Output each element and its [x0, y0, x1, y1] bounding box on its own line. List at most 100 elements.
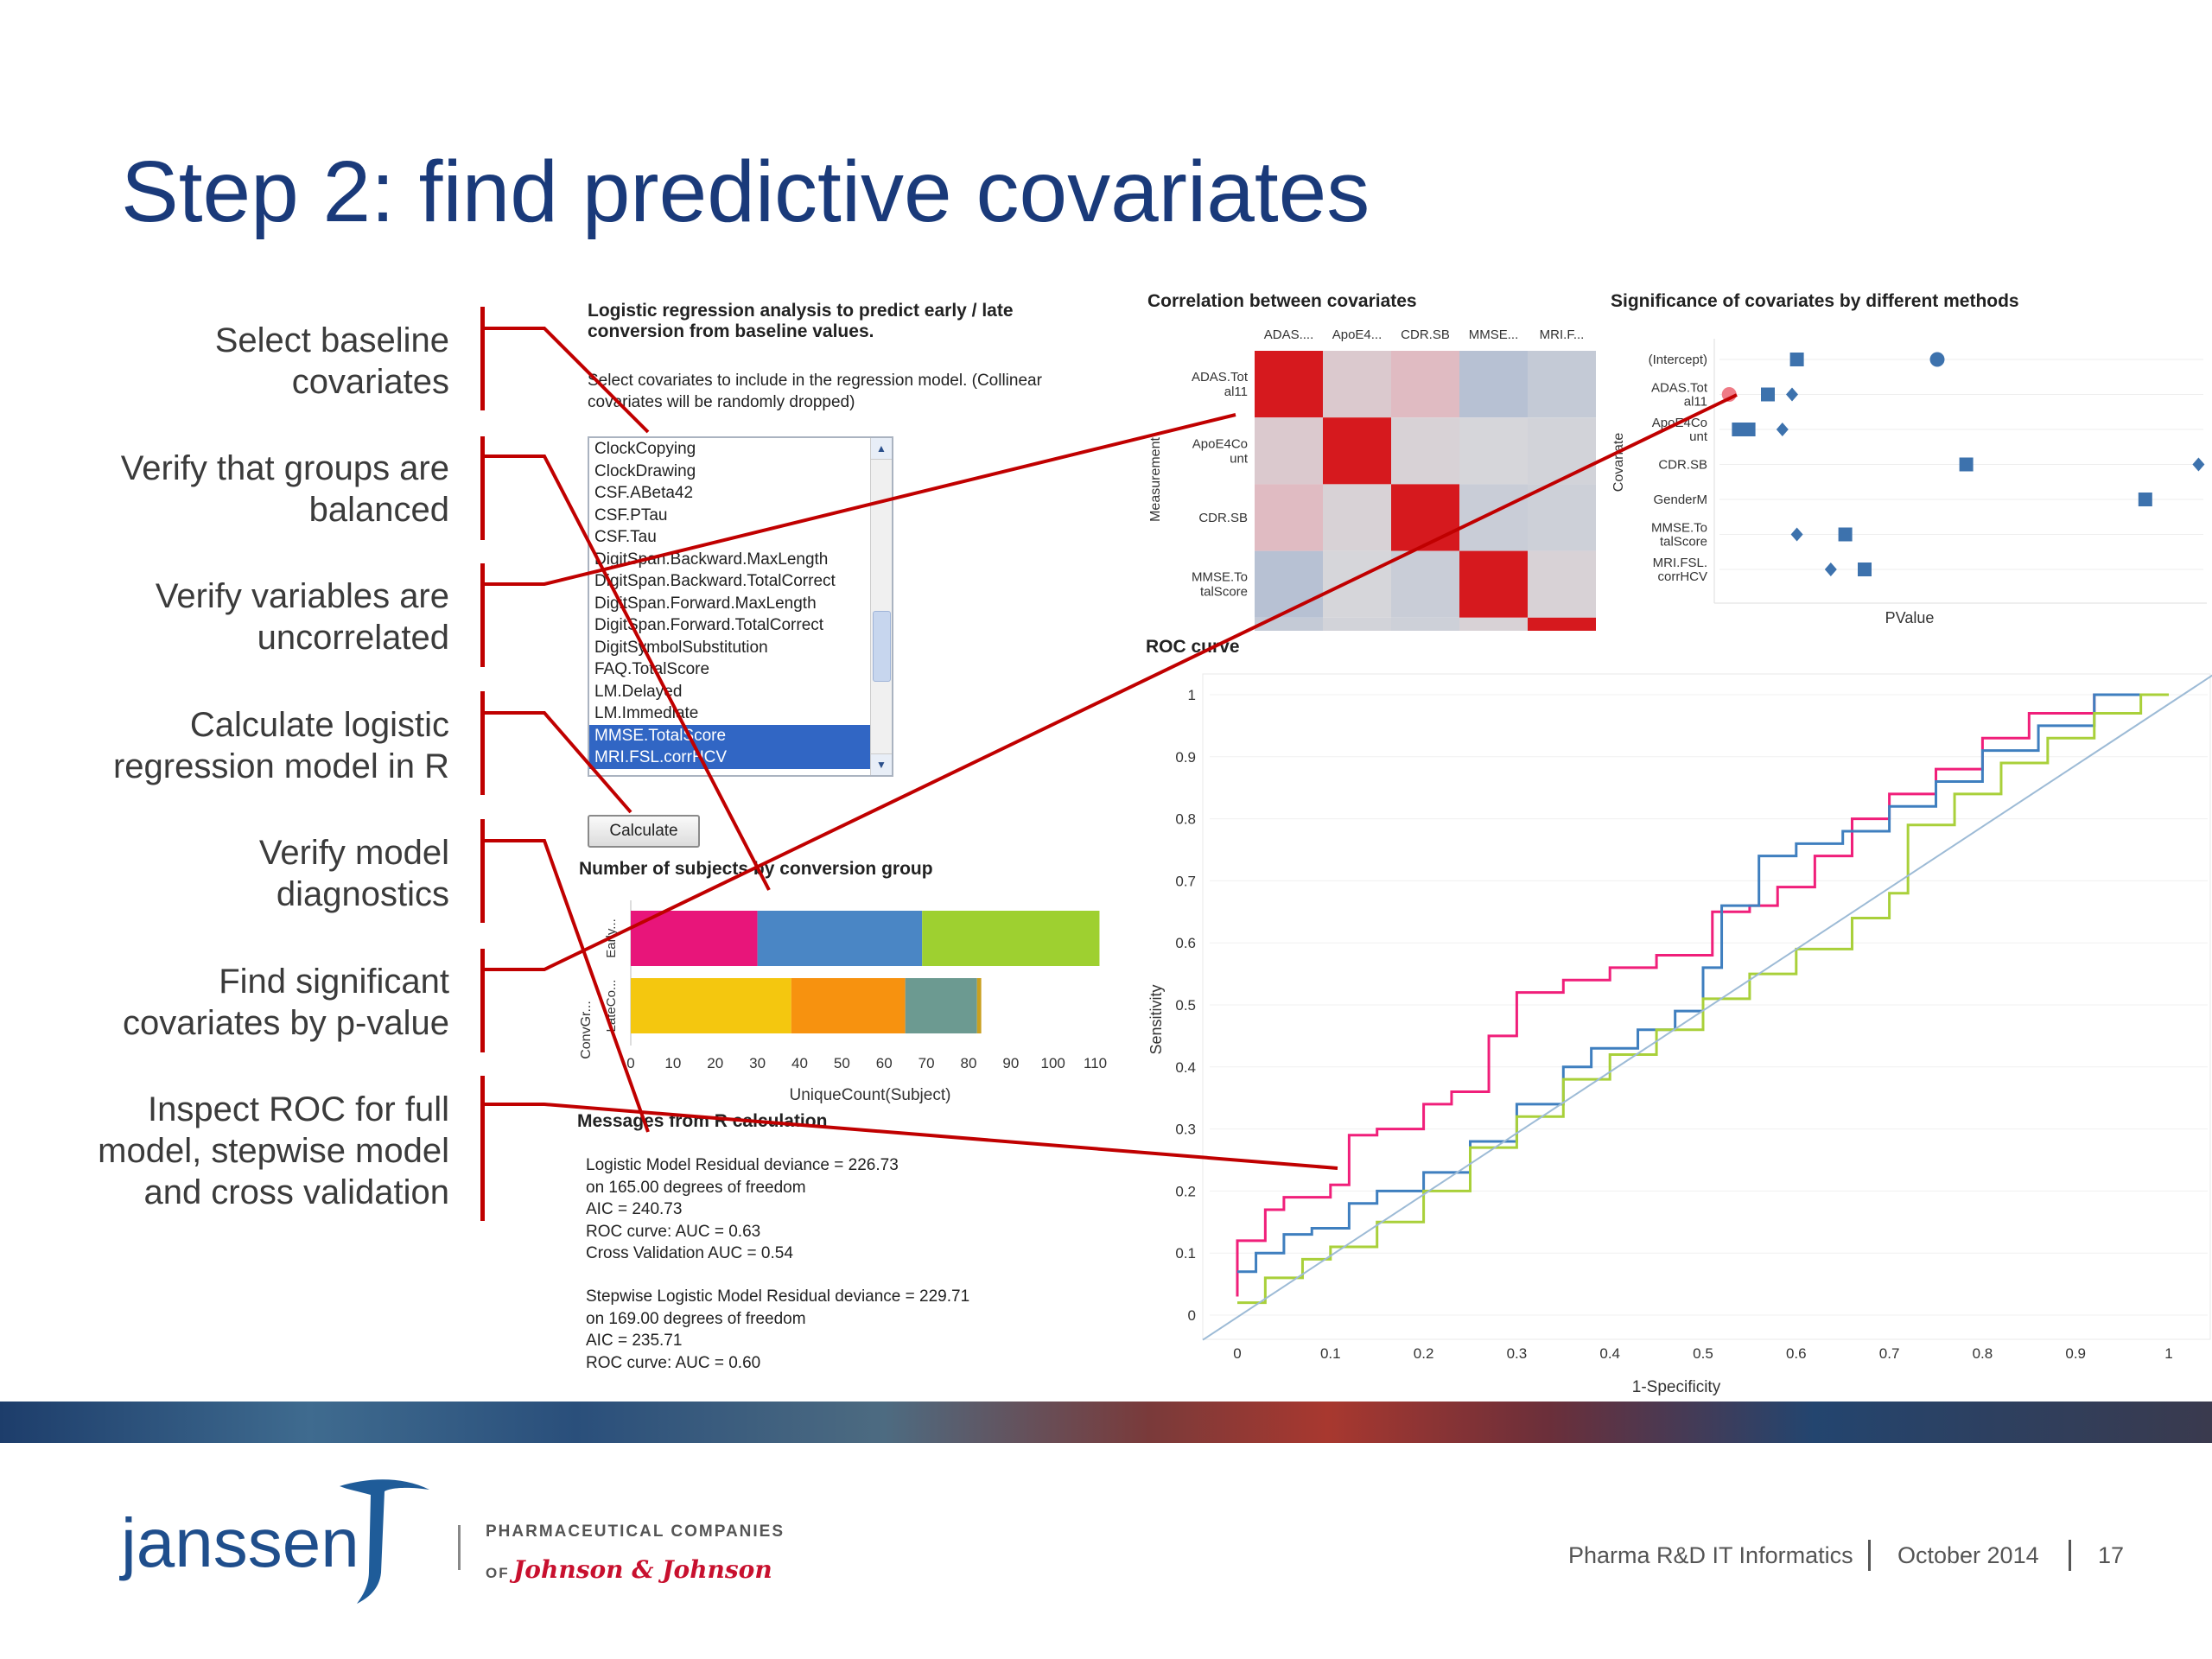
heatmap-cell — [1391, 617, 1459, 631]
heatmap-x-label: ADAS.... — [1264, 327, 1314, 342]
step-select-baseline: Select baseline covariates — [215, 320, 449, 403]
heatmap-y-label: talScore — [1200, 585, 1248, 600]
roc-x-tick-label: 0.7 — [1879, 1345, 1900, 1362]
bar-tick-label: 20 — [707, 1055, 723, 1071]
covariate-option[interactable]: FAQ.TotalScore — [594, 660, 710, 678]
roc-x-tick-label: 0.1 — [1320, 1345, 1341, 1362]
heatmap-cell — [1391, 550, 1459, 618]
heatmap-cells: ADAS.... ApoE4... CDR.SB MMSE... MRI.F... ADA… — [1192, 327, 1596, 631]
bar-x-axis-label: UniqueCount(Subject) — [790, 1086, 951, 1104]
footer-date: October 2014 — [1897, 1542, 2039, 1568]
covariate-listbox[interactable]: ClockCopying ClockDrawing CSF.ABeta42 CSF.P… — [588, 436, 893, 777]
scatter-point — [1790, 527, 1803, 542]
analysis-heading-line: conversion from baseline values. — [588, 321, 874, 341]
covariate-option[interactable]: MMSE.TotalScore — [589, 724, 892, 747]
scatter-category-label: CDR.SB — [1658, 458, 1707, 473]
step-verify-diagnostics: Verify model diagnostics — [259, 832, 449, 915]
heatmap-cell — [1459, 550, 1528, 618]
covariate-option[interactable]: DigitSpan.Backward.TotalCorrect — [594, 572, 836, 590]
roc-x-tick-label: 0 — [1233, 1345, 1241, 1362]
covariate-option[interactable]: DigitSymbolSubstitution — [594, 638, 768, 657]
scatter-y-axis-label: Covariate — [1611, 433, 1626, 493]
scatter-point — [2192, 457, 2205, 472]
covariate-option[interactable]: MRI.FSL.corrHCV — [589, 747, 892, 769]
messages-block-stepwise: Stepwise Logistic Model Residual devianc… — [586, 1287, 970, 1372]
heatmap-cell — [1391, 417, 1459, 485]
bar-tick-label: 10 — [664, 1055, 681, 1071]
covariate-option[interactable]: ClockDrawing — [594, 461, 696, 480]
step-bracket — [480, 819, 485, 923]
step-bracket — [480, 307, 485, 410]
step-line: Verify model — [258, 834, 449, 872]
covariate-option[interactable]: DigitSpan.Forward.MaxLength — [594, 594, 817, 613]
covariate-option[interactable]: CSF.Tau — [594, 528, 657, 546]
heatmap-x-label: CDR.SB — [1401, 327, 1450, 342]
scatter-category-label: MRI.FSL. — [1653, 556, 1707, 570]
step-bracket — [480, 563, 485, 667]
footer-decorative-band — [0, 1402, 2212, 1443]
scroll-up-icon[interactable]: ▲ — [871, 438, 892, 460]
covariate-option[interactable]: ClockCopying — [594, 440, 696, 458]
instructions-line: Select covariates to include in the regr… — [588, 372, 1042, 390]
logo-tagline: PHARMACEUTICAL COMPANIES — [486, 1522, 785, 1541]
bar-tick-label: 30 — [749, 1055, 766, 1071]
scatter-point — [1741, 423, 1756, 436]
footer-divider — [1868, 1540, 1871, 1571]
roc-plot-area: 0 0.1 0.2 0.3 0.4 0.5 0.6 0.7 0.8 0.9 1 0 0.1 0.2 0.3 0… — [1175, 673, 2212, 1362]
heatmap-cell — [1323, 417, 1391, 485]
bar-category-label: LateCo... — [604, 980, 619, 1033]
heatmap-cell — [1255, 417, 1323, 485]
bar-segment — [631, 978, 791, 1033]
step-bracket — [480, 1076, 485, 1221]
heatmap-y-label: al11 — [1224, 385, 1248, 399]
step-line: model, stepwise model — [98, 1132, 449, 1170]
covariate-option[interactable]: DigitSpan.Forward.TotalCorrect — [594, 616, 824, 634]
listbox-scrollbar[interactable]: ▲ ▼ — [870, 438, 892, 775]
heatmap-x-label: MMSE... — [1469, 327, 1519, 342]
step-bracket — [480, 691, 485, 795]
calculate-button[interactable]: Calculate — [588, 815, 700, 848]
step-verify-uncorrelated: Verify variables are uncorrelated — [156, 575, 449, 658]
bar-tick-label: 90 — [1002, 1055, 1019, 1071]
bar-tick-label: 80 — [960, 1055, 976, 1071]
messages-block-full: Logistic Model Residual deviance = 226.7… — [586, 1156, 899, 1262]
janssen-logo: janssen — [121, 1504, 359, 1581]
covariate-option[interactable]: CSF.ABeta42 — [594, 484, 694, 502]
roc-y-tick-label: 0.2 — [1175, 1183, 1196, 1199]
correlation-heatmap: Correlation between covariates Measureme… — [1147, 291, 1596, 631]
heatmap-cell — [1459, 617, 1528, 631]
heatmap-cell — [1255, 617, 1323, 631]
covariate-option[interactable]: LM.Delayed — [594, 682, 683, 701]
heatmap-cell — [1323, 550, 1391, 618]
step-line: Find significant — [219, 963, 449, 1001]
roc-x-tick-label: 0.4 — [1599, 1345, 1620, 1362]
roc-series-line — [1237, 693, 2169, 1274]
scatter-point — [1858, 563, 1872, 576]
roc-x-axis-label: 1-Specificity — [1632, 1378, 1721, 1396]
heatmap-cell — [1459, 417, 1528, 485]
scroll-thumb[interactable] — [873, 611, 891, 682]
scatter-point — [1959, 457, 1974, 472]
logo-divider — [458, 1525, 461, 1570]
roc-series-line — [1237, 693, 2169, 1305]
scatter-category-label: (Intercept) — [1649, 353, 1707, 367]
bar-category-label: Early... — [604, 918, 619, 958]
scatter-point — [1776, 423, 1789, 436]
heatmap-cell — [1255, 351, 1323, 418]
covariate-option[interactable]: DigitSpan.Backward.MaxLength — [594, 550, 829, 569]
heatmap-cell — [1323, 351, 1391, 418]
covariate-option[interactable]: CSF.PTau — [594, 505, 668, 524]
significance-scatter: Significance of covariates by different … — [1611, 291, 2207, 626]
covariate-option[interactable]: LM.Immediate — [594, 704, 699, 722]
heatmap-y-label: CDR.SB — [1198, 511, 1248, 525]
scroll-down-icon[interactable]: ▼ — [871, 753, 892, 775]
roc-y-tick-label: 0.3 — [1175, 1122, 1196, 1138]
scatter-point — [1838, 527, 1853, 542]
heatmap-cell — [1255, 550, 1323, 618]
messages-title: Messages from R calculation — [577, 1111, 828, 1131]
roc-series-line — [1202, 674, 2212, 1341]
step-bracket — [480, 436, 485, 540]
scatter-point — [1789, 353, 1804, 366]
heatmap-x-label: MRI.F... — [1540, 327, 1585, 342]
